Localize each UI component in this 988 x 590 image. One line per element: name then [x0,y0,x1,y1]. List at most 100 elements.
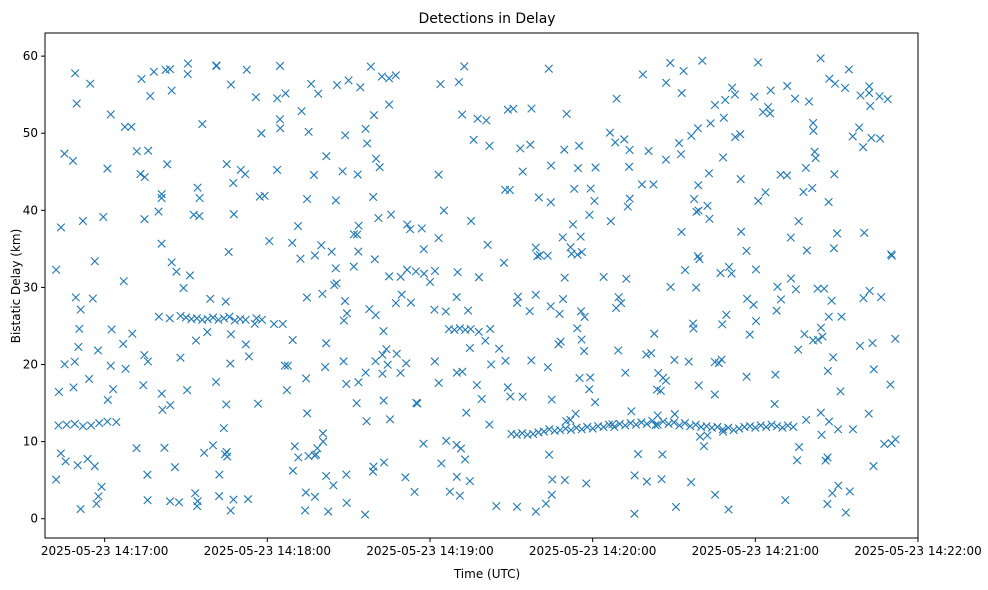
data-point [704,169,714,178]
data-point [824,197,833,207]
data-point [452,440,461,450]
data-point [637,180,647,189]
data-point [95,418,104,428]
data-point [257,129,266,138]
x-tick-label: 2025-05-23 14:17:00 [41,544,168,558]
data-point [816,408,826,417]
data-point [778,423,787,432]
data-point [127,122,136,131]
data-point [56,223,66,232]
data-point [561,424,570,433]
data-point [783,421,793,430]
data-point [573,163,583,173]
data-point [154,207,163,216]
data-point [717,355,726,364]
data-point [724,423,733,432]
data-point [90,257,99,266]
data-point [661,78,671,87]
data-point [599,272,608,282]
data-point [384,100,394,109]
data-point [657,475,666,484]
data-point [528,429,538,439]
data-point [272,94,282,103]
data-point [275,115,285,124]
data-point [157,389,166,398]
data-point [833,425,843,434]
data-point [591,163,600,172]
data-point [576,307,586,316]
data-point [710,390,719,399]
data-point [403,220,412,229]
data-point [371,154,381,163]
data-point [693,124,703,133]
data-point [481,336,490,345]
data-point [848,132,857,141]
data-point [717,320,727,329]
data-point [802,246,812,255]
data-point [167,258,176,267]
data-point [143,496,152,505]
data-point [534,193,544,202]
data-point [482,116,491,125]
data-point [586,373,595,382]
data-point [736,174,745,184]
data-point [221,297,230,306]
data-point [370,255,379,264]
data-point [165,314,174,323]
data-point [434,170,443,179]
data-point [176,353,185,362]
y-tick-label: 20 [23,358,38,372]
data-point [546,161,556,170]
data-point [503,105,513,114]
data-point [226,330,236,339]
y-tick-label: 40 [23,203,38,217]
data-point [621,421,630,430]
data-point [280,361,290,370]
data-point [75,324,84,334]
data-point [436,79,445,89]
data-point [272,165,282,175]
data-point [230,316,239,325]
data-point [342,379,351,389]
data-point [462,408,471,417]
data-point [503,383,512,392]
data-point [463,306,473,315]
data-point [686,477,696,487]
y-axis-label: Bistatic Delay (km) [9,229,23,344]
data-point [320,362,330,372]
data-point [401,473,410,482]
data-point [801,163,811,173]
data-point [107,325,116,334]
data-point [804,97,814,106]
data-point [560,475,570,485]
data-point [103,417,112,426]
data-point [450,325,459,335]
data-point [588,424,597,433]
data-point [195,211,204,221]
data-point [140,172,149,182]
data-point [439,206,449,215]
data-point [699,441,709,451]
data-point [548,475,557,484]
data-point [823,366,833,376]
data-point [761,188,770,197]
data-point [856,91,865,100]
data-point [349,262,358,271]
data-point [745,330,754,339]
data-point [650,329,659,338]
data-point [86,421,96,430]
data-point [288,466,298,475]
data-point [332,279,341,288]
data-point [827,296,836,305]
data-point [179,283,188,293]
data-point [794,217,803,226]
data-point [386,210,396,219]
data-point [608,420,617,429]
data-point [128,329,137,338]
data-point [310,492,320,502]
data-point [716,268,725,278]
data-point [378,350,387,359]
data-point [770,399,779,409]
data-point [103,164,112,173]
